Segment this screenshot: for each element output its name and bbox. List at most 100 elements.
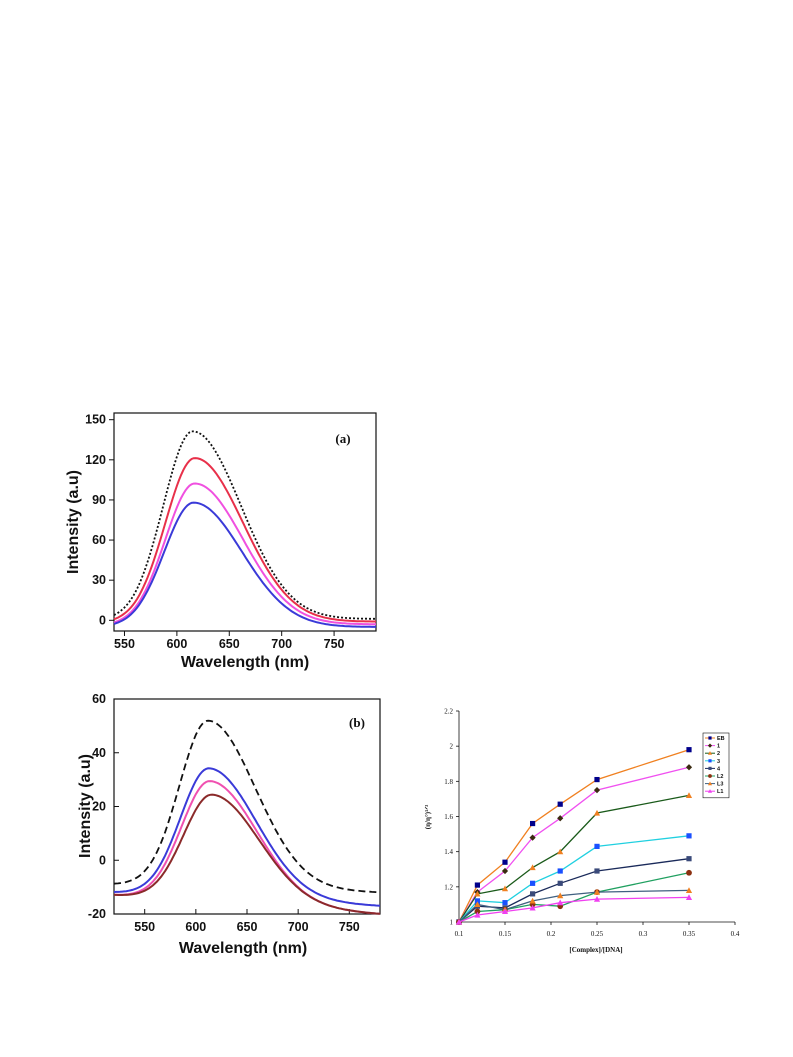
data-point-marker: [501, 908, 509, 915]
legend-box: [702, 732, 730, 799]
data-point-marker: [686, 856, 692, 862]
x-tick-label: 550: [114, 637, 135, 651]
data-point-marker: [474, 898, 480, 904]
legend-label: 3: [717, 759, 720, 765]
legend-label: L3: [717, 782, 723, 788]
x-tick-label: 0.35: [683, 930, 696, 938]
data-point-marker: [530, 820, 536, 827]
chart-b-ylabel: Intensity (a.u): [77, 754, 94, 858]
chart-a-ticks: 550 600 650 700 750 0 30 60 90 120 150: [85, 413, 344, 651]
chart-c-ticks: 0.1 0.15 0.2 0.25 0.3 0.35 0.4 1 1.2 1.4 1.6 1.8 2 2.…: [444, 708, 740, 939]
data-point-marker: [474, 882, 480, 888]
chart-c-ylabel: (η/η°)¹ᐟ³: [424, 805, 432, 830]
x-tick-label: 700: [288, 920, 309, 934]
data-point-marker: [593, 787, 601, 794]
data-point-marker: [557, 892, 564, 899]
x-tick-label: 0.3: [639, 930, 648, 938]
y-tick-label: -20: [88, 907, 106, 921]
spectrum-line: [113, 501, 376, 628]
spectrum-line: [113, 430, 376, 620]
data-point-marker: [707, 751, 713, 755]
x-tick-label: 550: [134, 920, 155, 934]
spectrum-line: [114, 793, 381, 915]
data-point-marker: [474, 890, 481, 897]
y-tick-label: 90: [92, 493, 106, 507]
data-point-marker: [593, 809, 601, 816]
x-tick-label: 750: [339, 920, 360, 934]
chart-c: [Complex]/[DNA] (η/η°)¹ᐟ³ 0.1 0.15 0.2 0.25…: [424, 708, 740, 955]
x-tick-label: 0.2: [547, 930, 556, 938]
data-point-marker: [686, 747, 692, 753]
y-tick-label: 2: [450, 743, 454, 751]
data-point-marker: [501, 885, 509, 892]
chart-c-series: [455, 747, 693, 926]
data-point-marker: [557, 815, 564, 822]
spectrum-line: [113, 457, 376, 623]
data-point-marker: [557, 848, 564, 855]
y-tick-label: 150: [85, 413, 106, 427]
legend-label: 1: [717, 744, 720, 750]
x-tick-label: 600: [166, 637, 187, 651]
y-tick-label: 1.4: [444, 848, 453, 856]
data-point-marker: [529, 834, 536, 841]
chart-b-xlabel: Wavelength (nm): [179, 940, 307, 957]
spectrum-line: [113, 719, 381, 894]
y-tick-label: 0: [99, 853, 106, 867]
data-point-marker: [502, 859, 508, 865]
chart-a-panel-label: (a): [335, 431, 350, 446]
chart-a-ylabel: Intensity (a.u): [65, 470, 82, 574]
data-point-marker: [474, 908, 481, 915]
data-point-marker: [708, 766, 712, 770]
data-point-marker: [557, 899, 564, 906]
data-point-marker: [685, 792, 693, 798]
data-point-marker: [686, 833, 692, 839]
x-tick-label: 0.25: [591, 930, 604, 938]
data-point-marker: [529, 897, 536, 904]
data-point-marker: [685, 894, 693, 900]
data-point-marker: [707, 781, 713, 786]
series-line: [458, 896, 690, 923]
y-tick-label: 60: [92, 533, 106, 547]
x-tick-label: 650: [219, 637, 240, 651]
spectrum-line: [113, 767, 381, 907]
y-tick-label: 1: [450, 919, 454, 927]
data-point-marker: [593, 896, 601, 902]
x-tick-label: 0.4: [731, 930, 740, 938]
chart-b: (b) Wavelength (nm) Intensity (a.u) 550 6…: [77, 692, 381, 957]
x-tick-label: 700: [271, 637, 292, 651]
y-tick-label: 20: [92, 800, 106, 814]
y-tick-label: 40: [92, 746, 106, 760]
data-point-marker: [707, 743, 713, 748]
x-tick-label: 600: [185, 920, 206, 934]
data-point-marker: [530, 880, 536, 886]
y-tick-label: 1.8: [444, 778, 453, 786]
data-point-marker: [557, 880, 563, 886]
chart-c-xlabel: [Complex]/[DNA]: [569, 946, 622, 954]
y-tick-label: 30: [92, 573, 106, 587]
y-tick-label: 1.6: [444, 813, 453, 821]
data-point-marker: [502, 900, 508, 906]
data-point-marker: [594, 868, 600, 874]
legend-label: 2: [717, 751, 720, 757]
chart-a: (a) Wavelength (nm) Intensity (a.u) 550 6…: [65, 412, 377, 671]
data-point-marker: [557, 801, 563, 807]
chart-b-panel-label: (b): [349, 715, 365, 730]
data-point-marker: [708, 774, 712, 778]
chart-a-series: [113, 430, 376, 628]
y-tick-label: 120: [85, 453, 106, 467]
data-point-marker: [594, 843, 600, 849]
chart-b-series: [113, 719, 381, 915]
legend-label: 4: [717, 766, 721, 772]
data-point-marker: [685, 764, 693, 771]
y-tick-label: 1.2: [444, 883, 453, 891]
x-tick-label: 650: [237, 920, 258, 934]
y-tick-label: 0: [99, 613, 106, 627]
spectrum-line: [114, 780, 381, 915]
data-point-marker: [501, 867, 509, 875]
data-point-marker: [474, 911, 481, 918]
data-point-marker: [530, 891, 536, 897]
legend-label: L1: [717, 789, 723, 795]
data-point-marker: [557, 868, 563, 874]
